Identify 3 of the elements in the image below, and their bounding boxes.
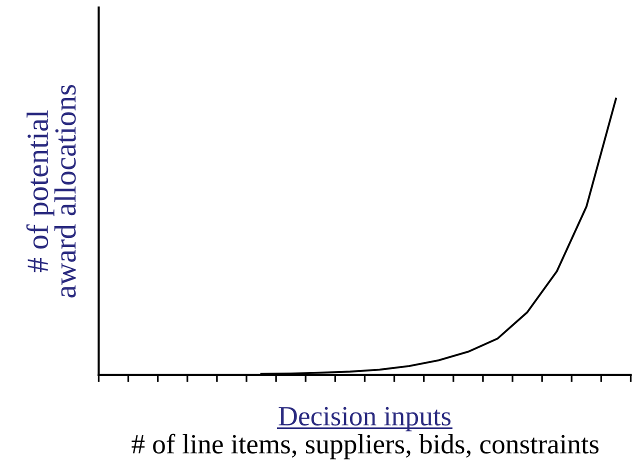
y-axis-title: # of potential award allocations: [26, 85, 76, 298]
text: # of line items, suppliers, bids, constraints: [132, 434, 599, 460]
x-axis-title: Decision inputs: [278, 406, 451, 432]
